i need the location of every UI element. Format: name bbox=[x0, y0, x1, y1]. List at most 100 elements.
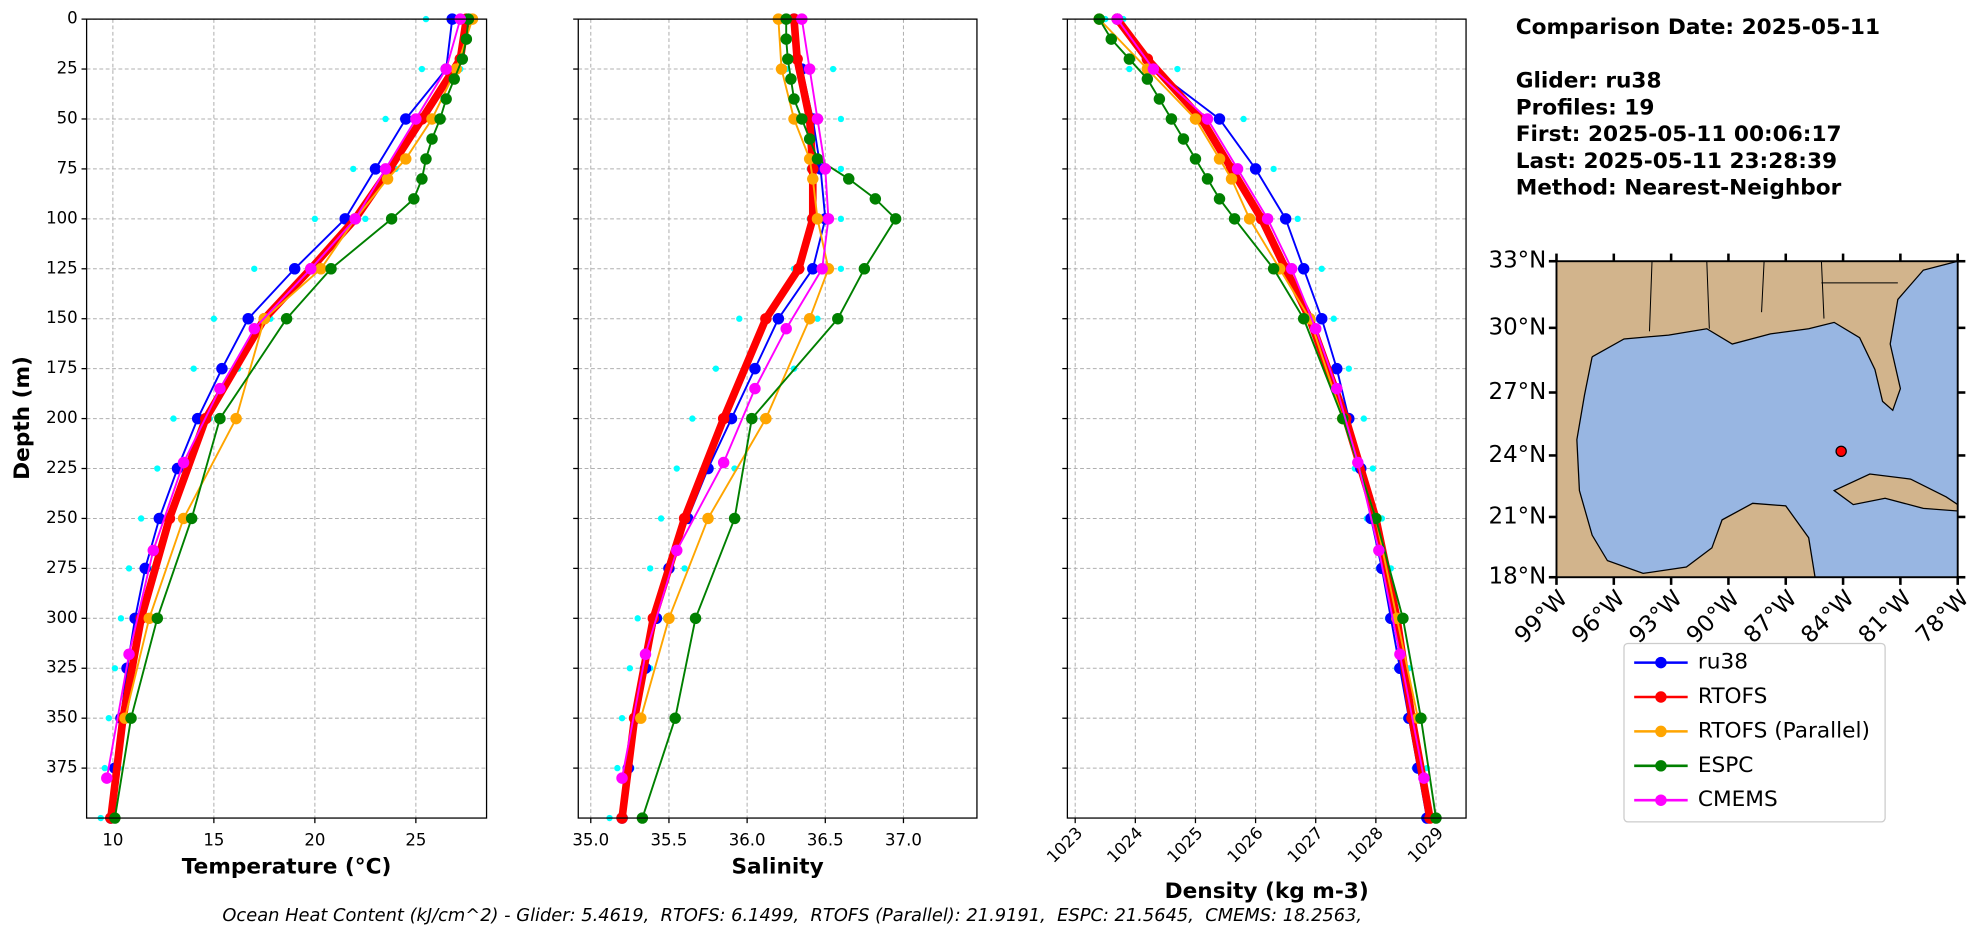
figure: Ocean Heat Content (kJ/cm^2) - Glider: 5… bbox=[10, 9, 1974, 927]
profile-marker bbox=[1141, 73, 1154, 85]
profile-marker bbox=[426, 133, 438, 145]
profile-marker bbox=[153, 512, 166, 525]
profile-marker bbox=[1213, 113, 1226, 125]
legend bbox=[1623, 642, 1886, 823]
profile-marker bbox=[760, 412, 772, 425]
profile-marker bbox=[1397, 612, 1409, 625]
info-line: First: 2025-05-11 00:06:17 bbox=[1516, 122, 1842, 147]
glider-point bbox=[814, 315, 821, 322]
map-x-tick-label: 96°W bbox=[1567, 586, 1630, 649]
map-coast bbox=[1576, 356, 1816, 578]
glider-point bbox=[1318, 265, 1325, 272]
profile-marker bbox=[811, 153, 824, 165]
profile-line bbox=[1114, 16, 1434, 819]
profile-marker bbox=[728, 512, 741, 525]
glider-point bbox=[350, 165, 357, 173]
profile-marker bbox=[1213, 153, 1226, 165]
glider-point bbox=[170, 415, 177, 422]
profile-marker bbox=[717, 412, 730, 425]
profile-marker bbox=[1370, 512, 1382, 525]
glider-point bbox=[1240, 115, 1247, 123]
profile-marker bbox=[1201, 173, 1214, 185]
glider-point bbox=[1345, 365, 1352, 372]
y-tick-label: 300 bbox=[46, 608, 78, 627]
y-tick-label: 25 bbox=[57, 59, 78, 78]
profile-marker bbox=[420, 153, 432, 165]
map-x-tick-label: 87°W bbox=[1739, 586, 1802, 649]
glider-point bbox=[689, 415, 696, 422]
map-y-tick-label: 18°N bbox=[1489, 564, 1547, 590]
map-frame bbox=[1555, 260, 1959, 579]
profile-marker bbox=[1418, 772, 1430, 784]
profile-marker bbox=[772, 312, 785, 325]
glider-point bbox=[1330, 315, 1337, 322]
profile-marker bbox=[410, 113, 422, 125]
x-tick-label: 36.0 bbox=[729, 830, 766, 849]
profile-marker bbox=[689, 612, 702, 625]
x-tick-label: 1029 bbox=[1404, 823, 1447, 866]
axes-frame bbox=[1066, 18, 1467, 819]
legend-label: ru38 bbox=[1698, 650, 1748, 675]
profile-marker bbox=[780, 322, 792, 335]
profile-marker bbox=[125, 712, 137, 724]
profile-marker bbox=[832, 312, 844, 325]
profile-marker bbox=[811, 113, 824, 125]
y-axis-label: Depth (m) bbox=[10, 356, 35, 480]
profile-marker bbox=[305, 263, 317, 275]
map-x-tick-label: 99°W bbox=[1510, 586, 1573, 649]
x-tick-label: 37.0 bbox=[885, 830, 922, 849]
glider-point bbox=[154, 465, 161, 472]
glider-point bbox=[736, 315, 743, 322]
glider-point bbox=[837, 165, 845, 173]
profile-marker bbox=[230, 412, 242, 425]
y-tick-label: 75 bbox=[57, 158, 78, 177]
map-x-tick-label: 84°W bbox=[1796, 586, 1859, 649]
legend-marker bbox=[1655, 794, 1667, 806]
map-coast bbox=[1591, 260, 1958, 412]
glider-point bbox=[1174, 65, 1181, 73]
profile-marker bbox=[1189, 153, 1202, 165]
profile-marker bbox=[440, 93, 452, 105]
glider-position bbox=[1835, 445, 1847, 458]
profile-marker bbox=[780, 33, 792, 45]
profile-marker bbox=[408, 193, 420, 205]
x-tick-label: 35.0 bbox=[572, 830, 609, 849]
profile-marker bbox=[1331, 362, 1343, 375]
profile-marker bbox=[671, 544, 683, 557]
profile-marker bbox=[177, 456, 190, 469]
profile-marker bbox=[749, 362, 761, 375]
profile-marker bbox=[749, 382, 761, 395]
glider-point bbox=[101, 764, 108, 772]
x-tick-label: 15 bbox=[203, 830, 224, 849]
glider-point bbox=[829, 65, 837, 73]
profile-marker bbox=[1297, 312, 1310, 325]
glider-point bbox=[712, 365, 720, 372]
profile-marker bbox=[1261, 213, 1274, 225]
legend-label: ESPC bbox=[1698, 753, 1754, 778]
profile-marker bbox=[400, 113, 412, 125]
legend-marker bbox=[1655, 760, 1667, 772]
info-line: Comparison Date: 2025-05-11 bbox=[1516, 15, 1880, 40]
profile-marker bbox=[796, 113, 808, 125]
y-tick-label: 50 bbox=[57, 108, 78, 127]
profile-marker bbox=[811, 213, 824, 225]
map-y-tick-label: 24°N bbox=[1489, 442, 1547, 468]
profile-marker bbox=[456, 53, 469, 65]
x-tick-label: 1025 bbox=[1163, 823, 1206, 866]
map-x-tick-label: 90°W bbox=[1682, 586, 1745, 649]
glider-point bbox=[837, 115, 845, 123]
x-tick-label: 1026 bbox=[1223, 823, 1266, 866]
info-line: Method: Nearest-Neighbor bbox=[1516, 176, 1842, 201]
glider-point bbox=[418, 65, 426, 73]
profile-marker bbox=[1189, 113, 1202, 125]
y-tick-label: 100 bbox=[46, 208, 78, 227]
x-tick-label: 1027 bbox=[1284, 823, 1327, 866]
x-tick-label: 1023 bbox=[1043, 823, 1086, 866]
glider-point bbox=[837, 265, 845, 272]
profile-marker bbox=[1213, 193, 1226, 205]
profile-marker bbox=[1309, 322, 1322, 335]
y-tick-label: 125 bbox=[46, 258, 78, 277]
y-tick-label: 275 bbox=[46, 558, 78, 577]
map-borders bbox=[1648, 261, 1898, 332]
glider-point bbox=[210, 315, 218, 322]
